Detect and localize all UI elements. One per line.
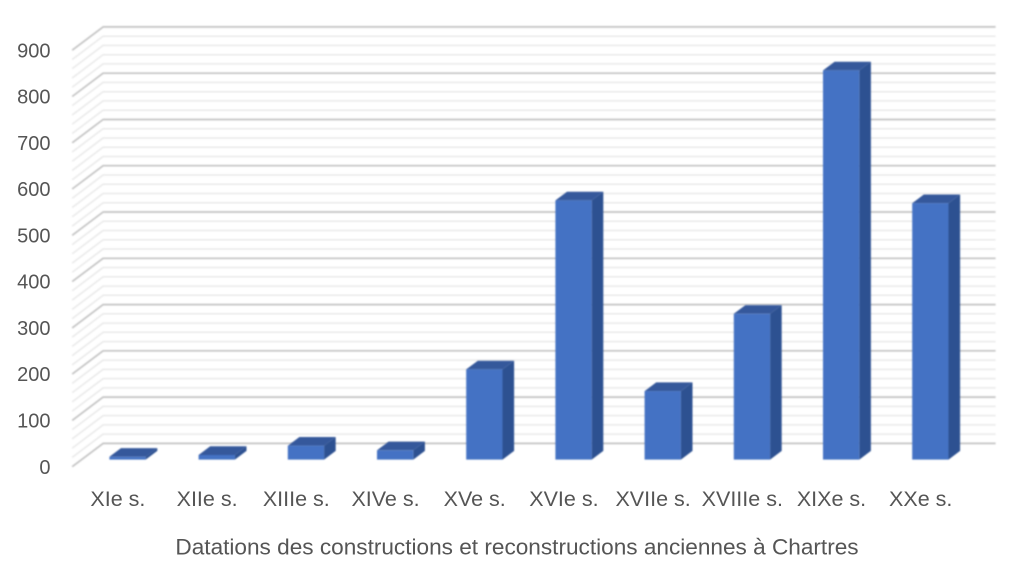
- svg-text:XVe s.: XVe s.: [444, 487, 506, 511]
- svg-text:XIIIe s.: XIIIe s.: [263, 487, 330, 511]
- svg-text:700: 700: [17, 133, 50, 155]
- svg-text:0: 0: [39, 457, 50, 479]
- svg-text:XIVe s.: XIVe s.: [351, 487, 419, 511]
- svg-text:XVIIIe s.: XVIIIe s.: [702, 487, 783, 511]
- svg-text:800: 800: [17, 87, 50, 109]
- svg-text:XIIe s.: XIIe s.: [177, 487, 238, 511]
- svg-text:XIe s.: XIe s.: [90, 487, 145, 511]
- svg-text:500: 500: [17, 225, 50, 247]
- svg-text:600: 600: [17, 179, 50, 201]
- svg-text:Datations des constructions et: Datations des constructions et reconstru…: [175, 534, 858, 559]
- svg-text:XXe s.: XXe s.: [889, 487, 952, 511]
- svg-text:100: 100: [17, 411, 50, 433]
- svg-text:400: 400: [17, 272, 50, 294]
- svg-text:200: 200: [17, 364, 50, 386]
- svg-text:300: 300: [17, 318, 50, 340]
- svg-text:XVIIe s.: XVIIe s.: [615, 487, 690, 511]
- svg-text:XVIe s.: XVIe s.: [529, 487, 598, 511]
- svg-text:900: 900: [17, 40, 50, 62]
- svg-text:XIXe s.: XIXe s.: [797, 487, 866, 511]
